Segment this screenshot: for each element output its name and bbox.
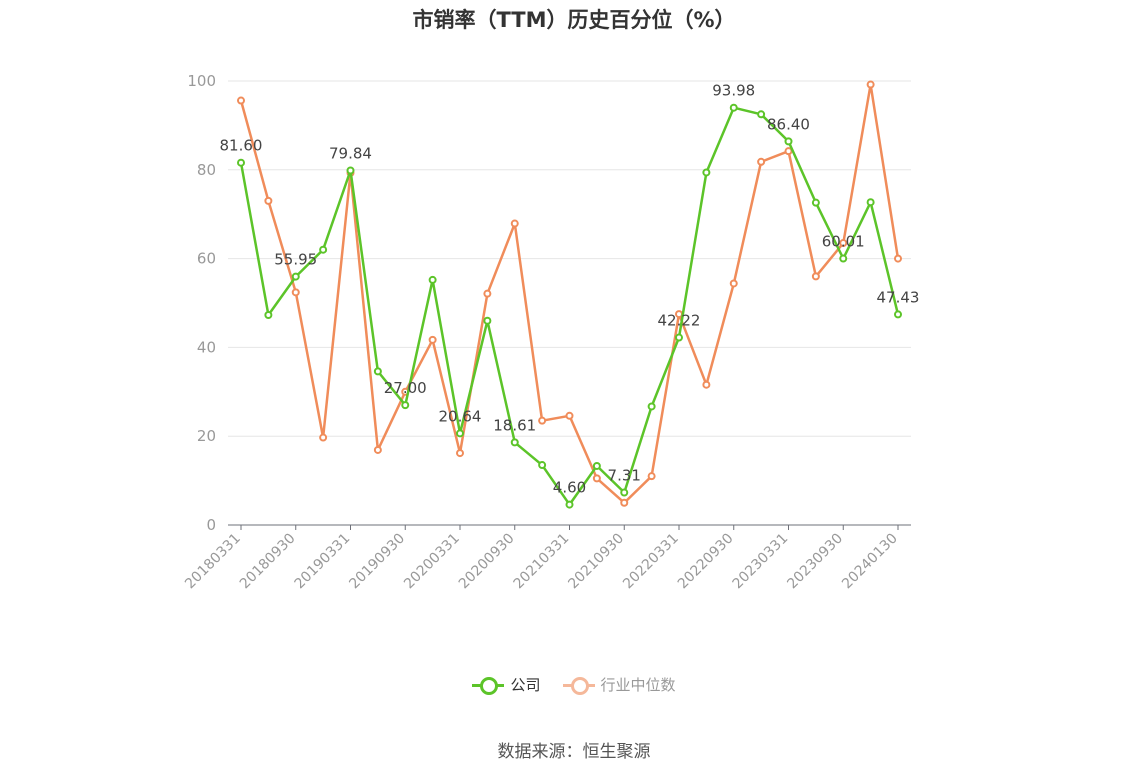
data-point-company [620,488,629,497]
data-point-company [839,254,848,263]
x-tick-label: 20230930 [784,531,846,593]
x-tick-label: 20220930 [675,531,737,593]
x-tick-label: 20180331 [182,531,244,593]
data-point-industry [565,411,574,420]
data-label: 79.84 [329,145,372,163]
grid-layer [228,80,911,437]
data-point-industry [866,80,875,89]
data-point-company [373,367,382,376]
data-point-company [675,333,683,342]
data-point-company [811,198,820,207]
data-point-company [729,103,738,112]
data-label: 20.64 [439,407,482,425]
x-tick-label: 20200930 [456,531,518,593]
data-label: 47.43 [877,288,920,306]
data-point-company [565,500,574,509]
data-point-company [866,198,875,207]
x-tick-label: 20220331 [620,531,682,593]
data-label: 55.95 [274,251,317,269]
data-point-company [538,461,547,470]
data-point-industry [894,254,902,263]
data-point-company [894,310,902,319]
data-point-company [264,310,273,319]
data-point-company [319,245,328,254]
data-point-company [346,166,355,175]
y-tick-label: 0 [206,516,216,534]
data-point-company [592,461,601,470]
data-point-company [757,110,766,119]
y-tick-label: 20 [197,427,216,445]
data-point-company [237,158,245,167]
y-tick-label: 80 [197,161,216,179]
legend: 公司 行业中位数 [0,674,1148,695]
data-point-industry [483,289,492,298]
data-point-industry [839,239,848,248]
data-point-industry [620,498,629,507]
data-point-industry [592,474,601,483]
chart-title: 市销率（TTM）历史百分位（%） [412,8,736,32]
x-tick-label: 20240130 [839,531,901,593]
data-point-company [401,401,410,410]
legend-swatch-company-icon [472,675,505,695]
data-point-industry [757,157,766,166]
label-layer: 81.60 55.95 79.84 27.00 20.64 18.61 4.60 7.31 42… [220,82,920,497]
data-label: 18.61 [493,416,536,434]
series-line-company [239,106,900,506]
x-tick-label: 20180930 [237,531,299,593]
data-point-company [510,438,519,447]
data-point-company [456,429,464,438]
data-point-company [483,316,492,325]
y-tick-label: 60 [197,250,216,268]
data-point-industry [237,96,245,105]
data-point-industry [510,219,519,228]
data-label: 7.31 [608,467,641,485]
data-point-company [291,272,300,281]
legend-item-company[interactable]: 公司 [472,674,541,695]
x-tick-label: 20200331 [401,531,463,593]
data-point-industry [264,196,273,205]
x-tick-label: 20210331 [511,531,573,593]
data-point-industry [373,445,382,454]
data-label: 60.01 [822,233,865,251]
data-point-industry [538,416,547,425]
legend-label-company: 公司 [510,676,541,694]
data-label: 86.40 [767,115,810,133]
data-point-industry [811,272,820,281]
data-point-company [647,402,656,411]
data-label: 42.22 [658,312,701,330]
legend-item-industry[interactable]: 行业中位数 [562,674,676,695]
data-point-company [784,137,793,146]
data-label: 81.60 [220,137,263,155]
data-point-company [428,275,437,284]
data-point-industry [729,279,738,288]
data-point-industry [428,335,437,344]
legend-label-industry: 行业中位数 [600,676,676,694]
data-label: 27.00 [384,379,427,397]
x-tick-label: 20230331 [730,531,792,593]
series-layer [237,80,902,509]
x-tick-label: 20210930 [565,531,627,593]
data-point-industry [291,288,300,297]
data-point-industry [319,433,328,442]
axis-layer: 0 20 40 60 80 100 2018033120180930201903312019… [182,72,911,592]
data-label: 93.98 [712,82,755,100]
x-tick-label: 20190930 [346,531,408,593]
y-tick-label: 100 [187,72,216,90]
data-point-industry [702,380,711,389]
data-point-company [702,168,711,177]
data-point-industry [647,472,656,481]
data-point-industry [456,449,464,458]
source-note: 数据来源：恒生聚源 [497,742,651,762]
y-tick-label: 40 [197,338,216,356]
legend-swatch-industry-icon [562,675,595,695]
x-tick-label: 20190331 [292,531,354,593]
data-label: 4.60 [553,479,586,497]
